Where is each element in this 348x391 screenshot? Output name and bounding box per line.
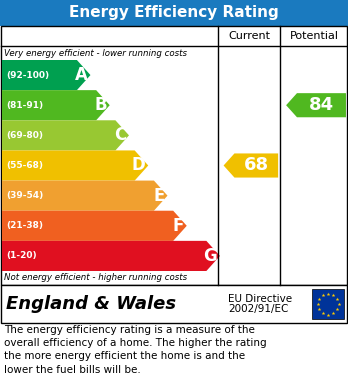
Text: 2002/91/EC: 2002/91/EC	[228, 304, 288, 314]
Text: C: C	[114, 126, 126, 144]
Text: Not energy efficient - higher running costs: Not energy efficient - higher running co…	[4, 273, 187, 283]
Text: E: E	[153, 187, 165, 204]
Polygon shape	[2, 90, 110, 120]
Text: 84: 84	[309, 96, 334, 114]
Text: Current: Current	[228, 31, 270, 41]
Polygon shape	[2, 151, 148, 181]
Bar	[0, 0, 348, 26]
Text: D: D	[132, 156, 145, 174]
Text: (55-68): (55-68)	[6, 161, 43, 170]
Text: (39-54): (39-54)	[6, 191, 43, 200]
Text: Potential: Potential	[290, 31, 339, 41]
Polygon shape	[2, 211, 187, 241]
Text: (69-80): (69-80)	[6, 131, 43, 140]
Text: England & Wales: England & Wales	[6, 295, 176, 313]
Polygon shape	[2, 120, 129, 151]
Bar	[1, 26, 347, 285]
Text: B: B	[94, 96, 107, 114]
Polygon shape	[2, 181, 167, 211]
Text: G: G	[203, 247, 217, 265]
Text: (92-100): (92-100)	[6, 70, 49, 80]
Polygon shape	[2, 241, 220, 271]
Text: 68: 68	[244, 156, 269, 174]
Text: (81-91): (81-91)	[6, 101, 43, 110]
Text: (21-38): (21-38)	[6, 221, 43, 230]
Text: (1-20): (1-20)	[6, 251, 37, 260]
Text: A: A	[74, 66, 87, 84]
Polygon shape	[286, 93, 346, 117]
Text: The energy efficiency rating is a measure of the
overall efficiency of a home. T: The energy efficiency rating is a measur…	[4, 325, 267, 375]
Bar	[1, 285, 347, 323]
Text: EU Directive: EU Directive	[228, 294, 292, 304]
Text: Very energy efficient - lower running costs: Very energy efficient - lower running co…	[4, 48, 187, 57]
Polygon shape	[2, 60, 90, 90]
Text: F: F	[172, 217, 184, 235]
Polygon shape	[223, 153, 278, 178]
Bar	[312, 289, 344, 319]
Text: Energy Efficiency Rating: Energy Efficiency Rating	[69, 5, 279, 20]
